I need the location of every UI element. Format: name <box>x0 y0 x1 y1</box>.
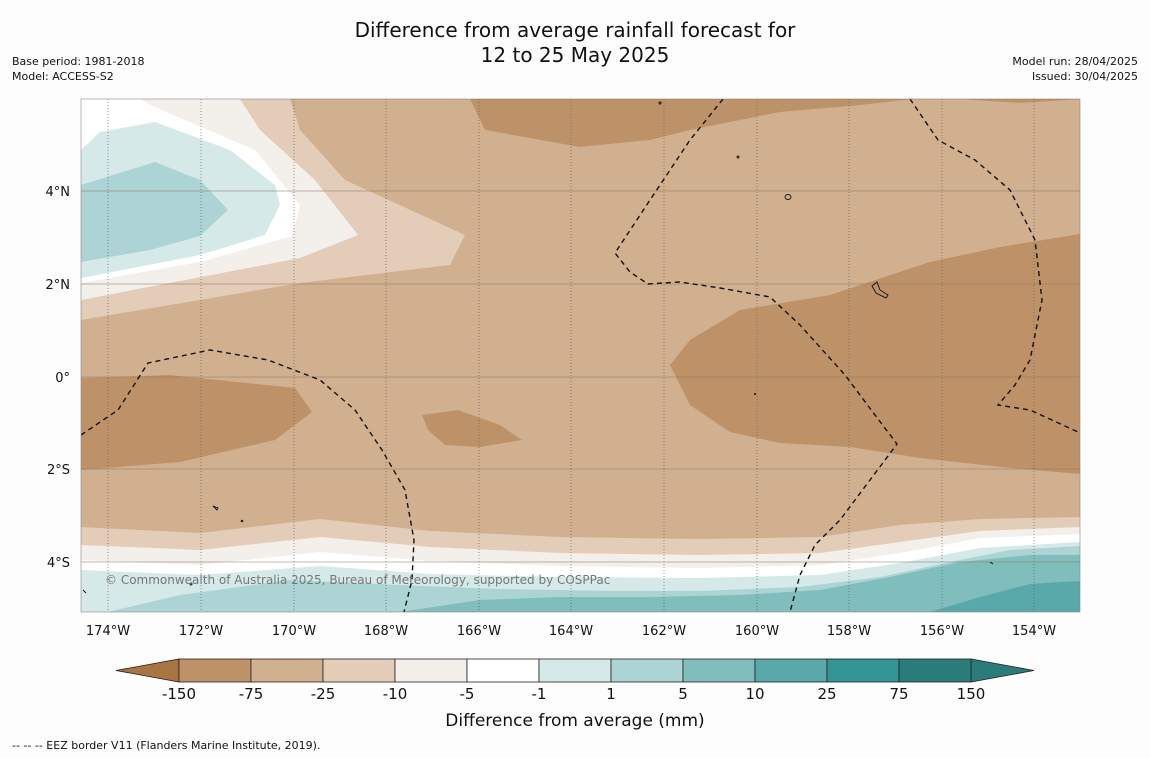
colorbar-tick-label: 150 <box>957 685 986 703</box>
eez-note: -- -- -- EEZ border V11 (Flanders Marine… <box>12 739 321 752</box>
lon-label: 174°W <box>86 624 130 639</box>
colorbar-tick-label: -1 <box>532 685 547 703</box>
colorbar-label: Difference from average (mm) <box>445 711 704 731</box>
issued-text: Issued: 30/04/2025 <box>1031 70 1138 83</box>
map-plot-area <box>81 99 1080 612</box>
lon-label: 156°W <box>920 624 964 639</box>
lon-label: 166°W <box>457 624 501 639</box>
map-title-line1: Difference from average rainfall forecas… <box>354 18 796 42</box>
map-frame <box>80 98 1081 613</box>
colorbar-extend-high <box>970 658 1035 683</box>
lon-label: 170°W <box>272 624 316 639</box>
colorbar-segment <box>610 658 684 683</box>
colorbar-tick-label: -25 <box>311 685 336 703</box>
colorbar-segment <box>466 658 540 683</box>
colorbar-tick-label: 5 <box>678 685 688 703</box>
colorbar-segment <box>898 658 972 683</box>
contour-band <box>670 234 1080 474</box>
colorbar-tick-label: -150 <box>162 685 196 703</box>
colorbar-segment <box>754 658 828 683</box>
colorbar: -150 -75 -25 -10 -5 -1 1 5 10 25 75 150 <box>115 658 1035 703</box>
colorbar-tick-label: 1 <box>606 685 616 703</box>
colorbar-tick-label: 75 <box>889 685 908 703</box>
contour-band <box>470 99 1080 147</box>
contour-band <box>930 581 1080 612</box>
contour-band <box>400 555 1080 612</box>
islands <box>82 101 994 594</box>
colorbar-segment <box>826 658 900 683</box>
colorbar-tick-label: -75 <box>239 685 264 703</box>
lat-label: 4°S <box>47 556 70 571</box>
lon-axis-labels: 174°W 172°W 170°W 168°W 166°W 164°W 162°… <box>86 624 1056 639</box>
colorbar-segment <box>178 658 252 683</box>
meta-right: Model run: 28/04/2025 Issued: 30/04/2025 <box>1012 54 1138 84</box>
copyright-text: © Commonwealth of Australia 2025, Bureau… <box>105 573 610 587</box>
eez-borders <box>81 99 1079 612</box>
lat-label: 0° <box>55 371 70 386</box>
colorbar-tick-label: -10 <box>383 685 408 703</box>
model-run-text: Model run: 28/04/2025 <box>1012 55 1138 68</box>
colorbar-extend-low <box>115 658 180 683</box>
colorbar-tick-label: -5 <box>460 685 475 703</box>
lat-label: 2°N <box>46 278 71 293</box>
colorbar-tick-label: 25 <box>817 685 836 703</box>
colorbar-segment <box>250 658 324 683</box>
contour-band <box>422 410 522 447</box>
base-period-text: Base period: 1981-2018 <box>12 55 145 68</box>
lon-label: 154°W <box>1012 624 1056 639</box>
lon-label: 160°W <box>735 624 779 639</box>
contour-band <box>81 375 312 470</box>
model-text: Model: ACCESS-S2 <box>12 70 114 83</box>
lon-label: 164°W <box>549 624 593 639</box>
lat-axis-labels: 4°N 2°N 0° 2°S 4°S <box>46 185 71 571</box>
contour-band <box>81 162 228 262</box>
lon-label: 168°W <box>364 624 408 639</box>
colorbar-segment <box>682 658 756 683</box>
colorbar-segment <box>394 658 468 683</box>
lon-label: 172°W <box>179 624 223 639</box>
lat-label: 4°N <box>46 185 71 200</box>
lon-label: 158°W <box>827 624 871 639</box>
lon-label: 162°W <box>642 624 686 639</box>
lat-label: 2°S <box>47 463 70 478</box>
latitude-gridlines <box>81 190 1080 563</box>
colorbar-tick-label: 10 <box>745 685 764 703</box>
colorbar-segment <box>322 658 396 683</box>
map-title-line2: 12 to 25 May 2025 <box>480 43 670 67</box>
meta-left: Base period: 1981-2018 Model: ACCESS-S2 <box>12 54 144 84</box>
colorbar-segment <box>538 658 612 683</box>
map-title: Difference from average rainfall forecas… <box>0 18 1150 68</box>
